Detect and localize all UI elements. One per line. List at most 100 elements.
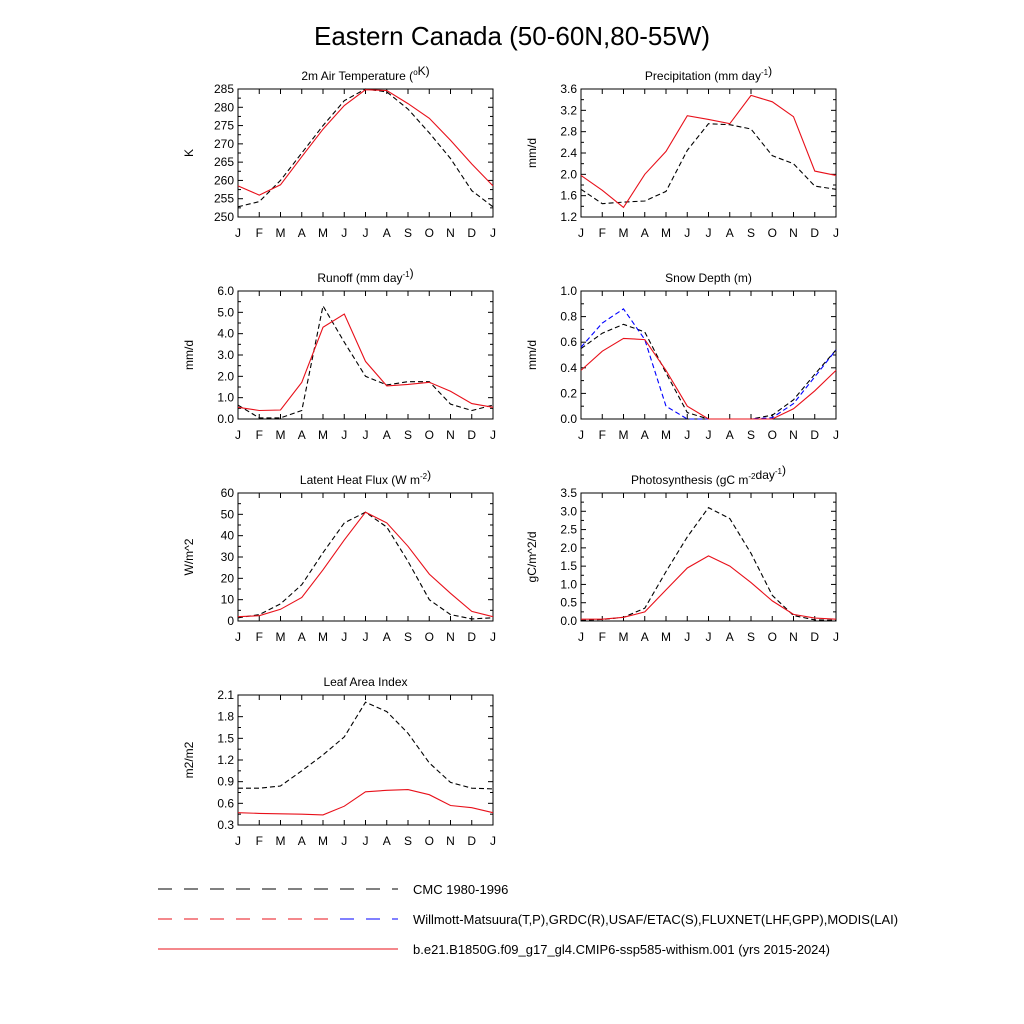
y-tick-label: 0.4 [560, 361, 577, 375]
x-tick-label: D [467, 226, 476, 240]
y-axis-label: m2/m2 [182, 741, 196, 778]
series-line-model [237, 789, 494, 816]
y-tick-label: 0 [227, 614, 234, 628]
plot-frame [580, 290, 837, 420]
x-tick-label: F [599, 226, 606, 240]
series-line-model [581, 555, 837, 620]
y-tick-label: 0.0 [560, 412, 577, 426]
y-tick-label: 2.0 [560, 541, 577, 555]
y-tick-label: 270 [214, 137, 234, 151]
y-tick-label: 2.0 [217, 369, 234, 383]
series-line-obs [238, 701, 494, 790]
y-tick-label: 4.0 [217, 327, 234, 341]
panel-2: Precipitation (mm day-1) mm/d 1.2 1.6 2.0 2.4… [525, 64, 839, 240]
series-line-model [580, 337, 837, 420]
x-tick-label: J [706, 226, 712, 240]
x-tick-label: M [318, 428, 328, 442]
y-tick-label: 2.0 [560, 167, 577, 181]
y-tick-label: 1.5 [560, 559, 577, 573]
panel-3: Runoff (mm day-1) mm/d 0.0 1.0 2.0 3.0 4.0 5.0 6… [182, 266, 496, 442]
x-tick-label: J [341, 226, 347, 240]
y-tick-label: 3.2 [560, 103, 577, 117]
x-tick-label: S [404, 226, 412, 240]
y-tick-label: 285 [214, 82, 234, 96]
x-tick-label: J [833, 630, 839, 644]
x-tick-label: J [235, 630, 241, 644]
legend-label: b.e21.B1850G.f09_g17_gl4.CMIP6-ssp585-wi… [413, 942, 830, 957]
x-tick-label: J [578, 428, 584, 442]
x-tick-label: J [578, 226, 584, 240]
series-line-obs [237, 511, 494, 620]
x-tick-label: J [363, 226, 369, 240]
y-tick-label: 0.5 [560, 596, 577, 610]
figure-title: Eastern Canada (50-60N,80-55W) [314, 21, 710, 51]
y-tick-label: 30 [221, 550, 235, 564]
y-tick-label: 0.6 [217, 796, 234, 810]
series-line-obs [580, 123, 837, 205]
x-tick-label: J [684, 630, 690, 644]
y-tick-label: 250 [214, 210, 234, 224]
y-axis-label: mm/d [182, 340, 196, 370]
x-tick-label: S [747, 226, 755, 240]
y-axis-label: W/m^2 [182, 538, 196, 575]
x-tick-label: A [383, 630, 391, 644]
x-tick-label: J [341, 428, 347, 442]
y-tick-label: 1.8 [217, 710, 234, 724]
x-tick-label: O [425, 226, 434, 240]
x-tick-label: A [641, 226, 649, 240]
y-axis-label: mm/d [525, 138, 539, 168]
panel-title: Precipitation (mm day-1) [645, 64, 772, 83]
panel-4: Snow Depth (m)mm/d0.00.20.40.60.81.0J F M A… [525, 271, 839, 442]
panels: 2m Air Temperature (oK) K 250 255 260 265 270 2… [182, 64, 839, 848]
y-tick-label: 0.9 [217, 775, 234, 789]
y-tick-label: 2.1 [217, 688, 234, 702]
x-tick-label: A [383, 834, 391, 848]
x-tick-label: N [446, 428, 455, 442]
legend-entry-1: CMC 1980-1996 [158, 882, 508, 897]
x-tick-label: J [490, 428, 496, 442]
y-tick-label: 1.0 [560, 577, 577, 591]
x-tick-label: D [467, 428, 476, 442]
y-axis-label: gC/m^2/d [525, 532, 539, 583]
series-line-model [580, 94, 837, 209]
x-tick-label: O [425, 834, 434, 848]
panel-title: 2m Air Temperature (oK) [301, 64, 429, 83]
x-tick-label: O [768, 226, 777, 240]
x-tick-label: A [298, 630, 306, 644]
x-tick-label: M [276, 630, 286, 644]
x-tick-label: J [706, 428, 712, 442]
y-tick-label: 1.2 [560, 210, 577, 224]
y-tick-label: 5.0 [217, 305, 234, 319]
x-tick-label: F [256, 428, 263, 442]
plot-frame [580, 88, 837, 218]
y-tick-label: 0.0 [217, 412, 234, 426]
x-tick-label: M [276, 834, 286, 848]
plot-frame [580, 492, 837, 622]
y-tick-label: 10 [221, 593, 235, 607]
series-line-model [237, 511, 494, 618]
x-tick-label: S [747, 630, 755, 644]
x-tick-label: D [467, 834, 476, 848]
y-tick-label: 0.8 [560, 310, 577, 324]
y-tick-label: 50 [221, 507, 235, 521]
y-tick-label: 3.5 [560, 486, 577, 500]
x-tick-label: M [661, 226, 671, 240]
x-tick-label: J [363, 834, 369, 848]
x-tick-label: O [768, 428, 777, 442]
x-tick-label: A [726, 630, 734, 644]
x-tick-label: J [684, 226, 690, 240]
x-tick-label: J [363, 630, 369, 644]
x-tick-label: J [235, 226, 241, 240]
y-tick-label: 275 [214, 119, 234, 133]
y-tick-label: 3.0 [560, 504, 577, 518]
x-tick-label: A [383, 428, 391, 442]
x-tick-label: M [661, 428, 671, 442]
x-tick-label: N [789, 630, 798, 644]
y-tick-label: 3.6 [560, 82, 577, 96]
x-tick-label: M [318, 630, 328, 644]
x-tick-label: D [467, 630, 476, 644]
x-tick-label: J [341, 834, 347, 848]
x-tick-label: S [404, 834, 412, 848]
x-tick-label: J [363, 428, 369, 442]
